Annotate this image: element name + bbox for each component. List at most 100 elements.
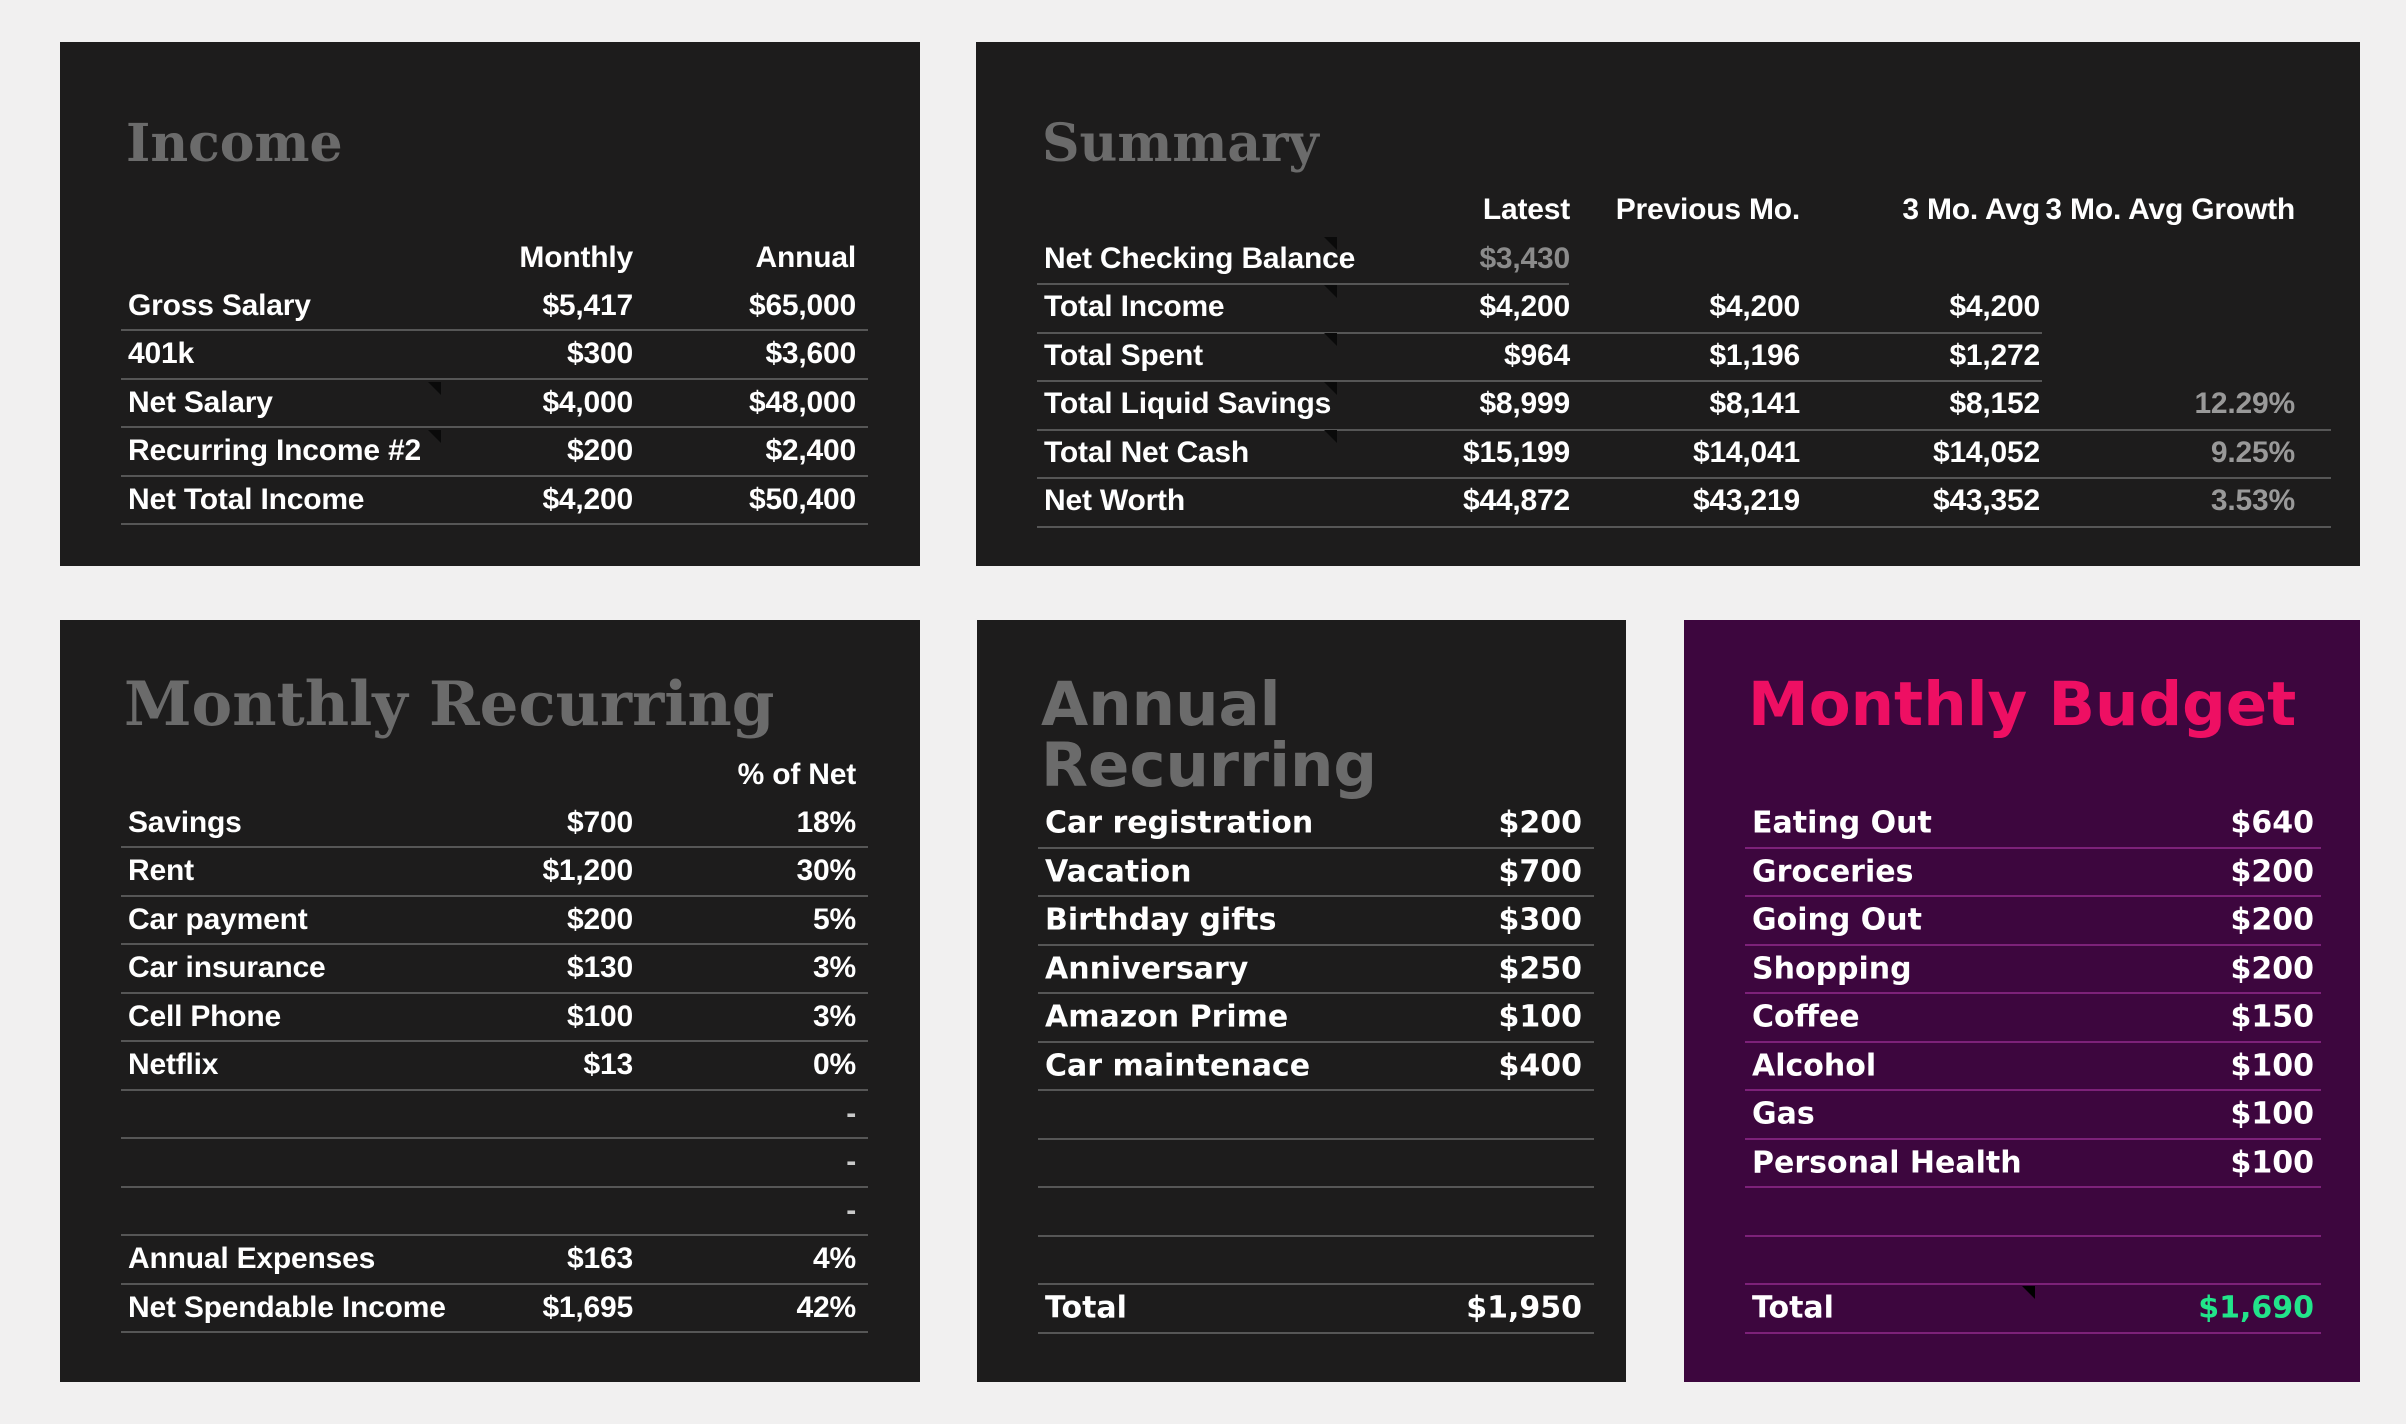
table-row: Netflix $13 0% — [121, 1042, 868, 1091]
table-row: Net Checking Balance $3,430 — [1037, 235, 2331, 285]
row-label: Net Worth — [1044, 484, 1185, 518]
cell-value: $200 — [2230, 902, 2315, 938]
table-row: Eating Out $640 — [1745, 800, 2321, 849]
cell-pct: 18% — [796, 805, 857, 839]
monthly-budget-card: Monthly Budget Eating Out $640 Groceries… — [1684, 620, 2360, 1382]
cell-latest: $964 — [1504, 338, 1570, 372]
cell-value: $300 — [1498, 902, 1583, 938]
table-row: Gross Salary $5,417 $65,000 — [121, 283, 868, 331]
summary-col-avg: 3 Mo. Avg — [1902, 193, 2040, 227]
row-label: Birthday gifts — [1045, 902, 1277, 938]
table-row: Rent $1,200 30% — [121, 848, 868, 897]
row-label: Coffee — [1752, 999, 1860, 1035]
cell-avg: $1,272 — [1949, 338, 2040, 372]
cell-pct: 42% — [796, 1290, 857, 1324]
income-table: Monthly Annual Gross Salary $5,417 $65,0… — [121, 234, 868, 525]
table-row: Recurring Income #2 $200 $2,400 — [121, 428, 868, 477]
cell-value: $100 — [2230, 1048, 2315, 1084]
cell-annual: $50,400 — [748, 482, 856, 516]
cell-value: $200 — [2230, 854, 2315, 890]
income-card: Income Monthly Annual Gross Salary $5,41… — [60, 42, 920, 566]
row-divider — [1037, 477, 2331, 479]
annual-recurring-title: Annual Recurring — [1041, 669, 1378, 801]
table-row: - — [121, 1188, 868, 1236]
empty-row — [1038, 1140, 1594, 1188]
cell-value: $1,695 — [542, 1290, 633, 1324]
monthly-recurring-col-pct: % of Net — [737, 758, 857, 792]
cell-latest: $15,199 — [1462, 435, 1570, 469]
row-label: Total Spent — [1044, 338, 1203, 372]
cell-monthly: $300 — [567, 337, 633, 371]
cell-latest: $44,872 — [1462, 484, 1570, 518]
monthly-budget-table: Eating Out $640 Groceries $200 Going Out… — [1745, 800, 2321, 1334]
table-row: Car insurance $130 3% — [121, 945, 868, 994]
cell-previous: $8,141 — [1709, 387, 1800, 421]
cell-avg: $14,052 — [1932, 435, 2040, 469]
table-row: Car registration $200 — [1038, 800, 1594, 849]
cell-latest: $8,999 — [1479, 387, 1570, 421]
annual-recurring-card: Annual Recurring Car registration $200 V… — [977, 620, 1626, 1382]
row-label: Total Net Cash — [1044, 435, 1250, 469]
total-row: Total $1,950 — [1038, 1285, 1594, 1334]
cell-growth: 12.29% — [2194, 387, 2295, 421]
cell-previous: $1,196 — [1709, 338, 1800, 372]
cell-value: $400 — [1498, 1048, 1583, 1084]
cell-pct: 3% — [813, 951, 856, 985]
table-row: Personal Health $100 — [1745, 1140, 2321, 1188]
empty-row — [1038, 1091, 1594, 1140]
total-row: Total $1,690 — [1745, 1285, 2321, 1334]
empty-row — [1038, 1188, 1594, 1237]
cell-growth: 9.25% — [2210, 435, 2295, 469]
table-row: Net Salary $4,000 $48,000 — [121, 380, 868, 428]
table-row: Total Liquid Savings $8,999 $8,141 $8,15… — [1037, 380, 2331, 431]
row-label: Personal Health — [1752, 1145, 2022, 1181]
cell-previous: $43,219 — [1692, 484, 1800, 518]
cell-value: $700 — [1498, 854, 1583, 890]
table-row: Vacation $700 — [1038, 849, 1594, 897]
row-label: Car insurance — [128, 951, 326, 985]
cell-value: $13 — [583, 1048, 634, 1082]
row-label: Anniversary — [1045, 951, 1249, 987]
table-row: Cell Phone $100 3% — [121, 994, 868, 1042]
cell-latest: $4,200 — [1479, 290, 1570, 324]
cell-value: $100 — [2230, 1145, 2315, 1181]
row-label: Vacation — [1045, 854, 1192, 890]
cell-annual: $2,400 — [765, 434, 856, 468]
table-row: Car payment $200 5% — [121, 897, 868, 945]
cell-value: $700 — [567, 805, 633, 839]
row-label: Eating Out — [1752, 805, 1932, 841]
row-divider — [1037, 428, 2331, 431]
table-row: - — [121, 1091, 868, 1139]
cell-pct: - — [846, 1096, 856, 1130]
table-row: Groceries $200 — [1745, 849, 2321, 897]
cell-pct: 0% — [813, 1048, 856, 1082]
row-label: Net Salary — [128, 385, 273, 419]
table-row: Total Spent $964 $1,196 $1,272 — [1037, 332, 2331, 382]
summary-col-growth: 3 Mo. Avg Growth — [2045, 193, 2295, 227]
table-row: Savings $700 18% — [121, 800, 868, 848]
table-row: Going Out $200 — [1745, 897, 2321, 946]
table-row: Anniversary $250 — [1038, 946, 1594, 994]
row-label: Alcohol — [1752, 1048, 1877, 1084]
monthly-recurring-table: % of Net Savings $700 18% Rent $1,200 30… — [121, 751, 868, 1333]
monthly-budget-title: Monthly Budget — [1748, 669, 2297, 740]
cell-value: $100 — [567, 999, 633, 1033]
row-label: Cell Phone — [128, 999, 282, 1033]
table-row: Net Worth $44,872 $43,219 $43,352 3.53% — [1037, 477, 2331, 528]
summary-table: Latest Previous Mo. 3 Mo. Avg 3 Mo. Avg … — [1037, 186, 2331, 528]
row-label: Gross Salary — [128, 288, 311, 322]
cell-value: $1,200 — [542, 854, 633, 888]
row-label: Net Total Income — [128, 482, 365, 516]
table-row: Net Total Income $4,200 $50,400 — [121, 477, 868, 525]
income-col-annual: Annual — [755, 241, 857, 275]
table-row: Total Net Cash $15,199 $14,041 $14,052 9… — [1037, 429, 2331, 479]
row-label: Rent — [128, 854, 194, 888]
row-label: Gas — [1752, 1096, 1815, 1132]
row-label: Going Out — [1752, 902, 1922, 938]
row-label: Recurring Income #2 — [128, 434, 421, 468]
row-divider — [1037, 331, 2042, 334]
row-label: Net Checking Balance — [1044, 241, 1356, 275]
row-label: Netflix — [128, 1048, 219, 1082]
cell-value: $150 — [2230, 999, 2315, 1035]
monthly-recurring-header-row: % of Net — [121, 751, 868, 800]
